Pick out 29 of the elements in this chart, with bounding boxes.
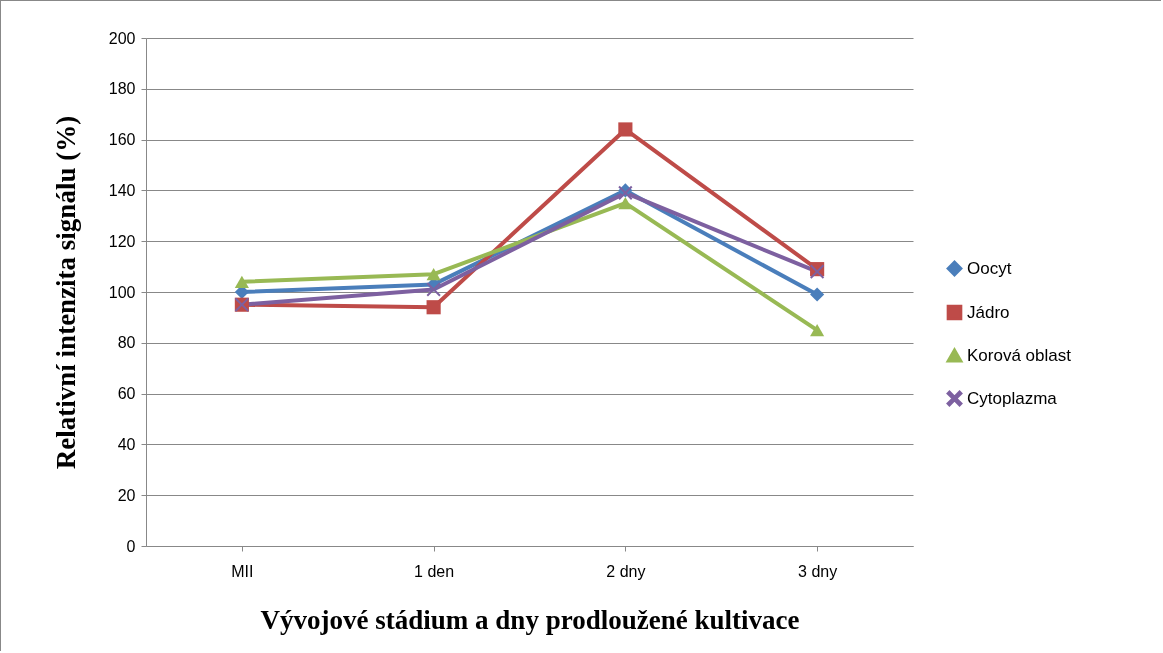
point <box>426 282 441 297</box>
point <box>810 287 825 302</box>
x-tick-label: MII <box>231 562 254 580</box>
point <box>618 122 633 137</box>
y-tick-label: 100 <box>108 283 136 301</box>
y-tick-label: 120 <box>108 232 136 250</box>
y-tick-label: 160 <box>108 131 136 149</box>
point <box>810 323 825 337</box>
point <box>426 268 441 281</box>
y-tick-label: 200 <box>108 29 136 47</box>
point <box>234 275 249 288</box>
point <box>426 300 441 315</box>
x-axis-title: Vývojové stádium a dny prodloužené kultivace <box>260 604 800 635</box>
point <box>618 196 633 210</box>
legend-label: Oocyt <box>967 258 1012 278</box>
x-tick-label: 1 den <box>414 562 455 580</box>
y-tick-label: 180 <box>108 80 136 98</box>
y-tick-label: 80 <box>117 334 136 352</box>
legend-label: Jádro <box>967 302 1010 322</box>
legend-label: Korová oblast <box>967 345 1072 365</box>
y-tick-label: 140 <box>108 181 136 199</box>
y-tick-label: 20 <box>117 486 136 504</box>
x-tick-label: 3 dny <box>798 562 838 580</box>
y-tick-label: 60 <box>117 385 136 403</box>
x-tick-label: 2 dny <box>606 562 646 580</box>
y-axis-title: Relativní intenzita signálu (%) <box>50 115 81 470</box>
y-tick-label: 0 <box>126 537 136 555</box>
legend-label: Cytoplazma <box>967 388 1058 408</box>
y-tick-label: 40 <box>117 435 136 453</box>
